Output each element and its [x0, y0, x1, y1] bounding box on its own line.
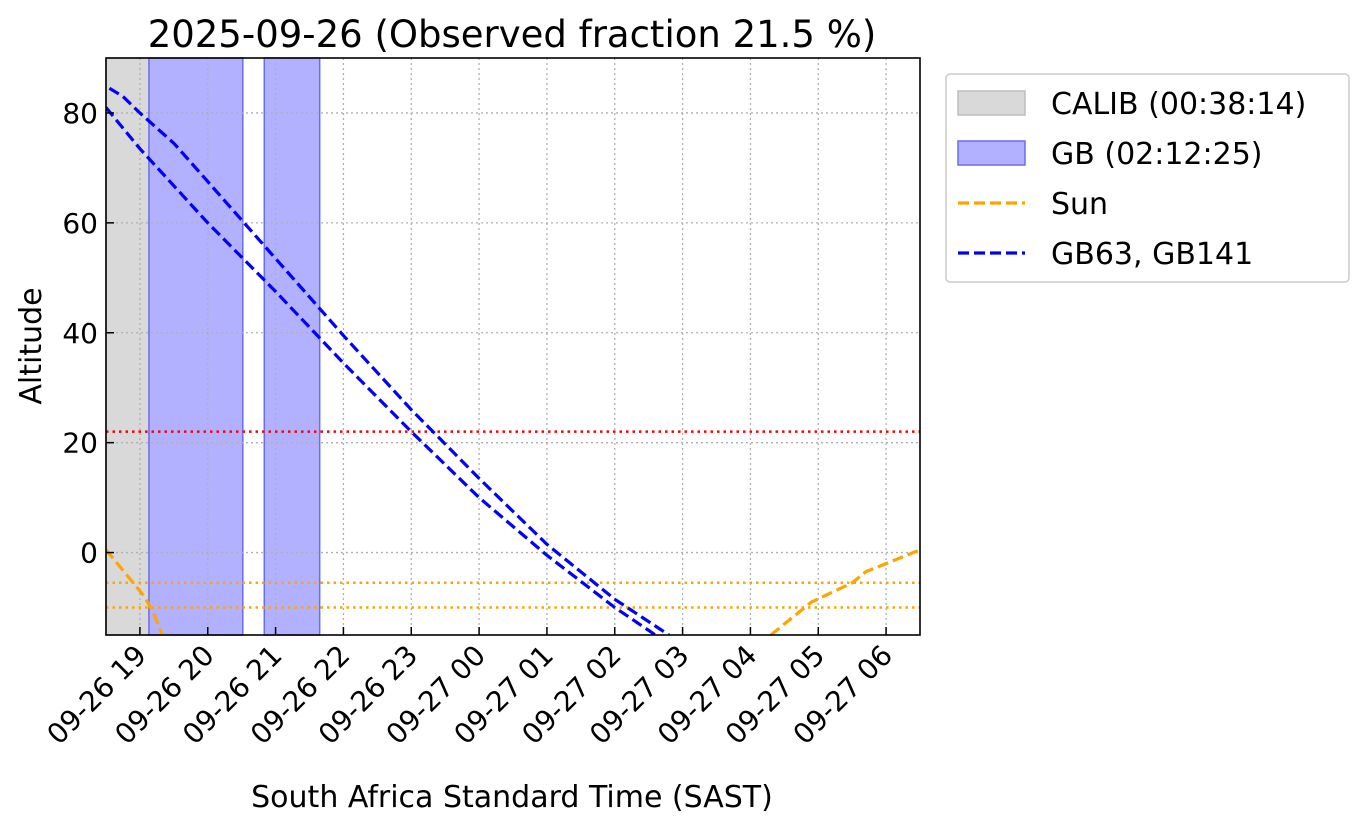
series-line-sun: [106, 548, 164, 635]
legend-label: Sun: [1051, 187, 1108, 222]
y-tick-label: 80: [62, 97, 98, 130]
legend-label: CALIB (00:38:14): [1051, 87, 1306, 122]
legend-swatch: [957, 90, 1026, 116]
span-gb: [148, 57, 244, 636]
series-line-gb: [108, 86, 670, 635]
span-calib: [105, 57, 150, 636]
legend-label: GB63, GB141: [1051, 237, 1253, 272]
axes-frame: [105, 57, 921, 636]
series-line-gb: [106, 106, 657, 635]
y-tick-label: 60: [62, 207, 98, 240]
y-tick-label: 20: [62, 427, 98, 460]
legend-box: [945, 73, 1350, 283]
span-gb: [263, 57, 321, 636]
legend-swatch: [957, 140, 1026, 166]
chart-title: 2025-09-26 (Observed fraction 21.5 %): [148, 13, 877, 56]
y-tick-label: 0: [80, 537, 98, 570]
x-axis-label: South Africa Standard Time (SAST): [251, 780, 773, 815]
legend-label: GB (02:12:25): [1051, 137, 1263, 172]
legend: CALIB (00:38:14) GB (02:12:25) Sun GB63, GB…: [945, 73, 1350, 283]
series-line-sun: [769, 548, 920, 635]
y-tick-label: 40: [62, 317, 98, 350]
y-axis-label: Altitude: [14, 287, 49, 404]
